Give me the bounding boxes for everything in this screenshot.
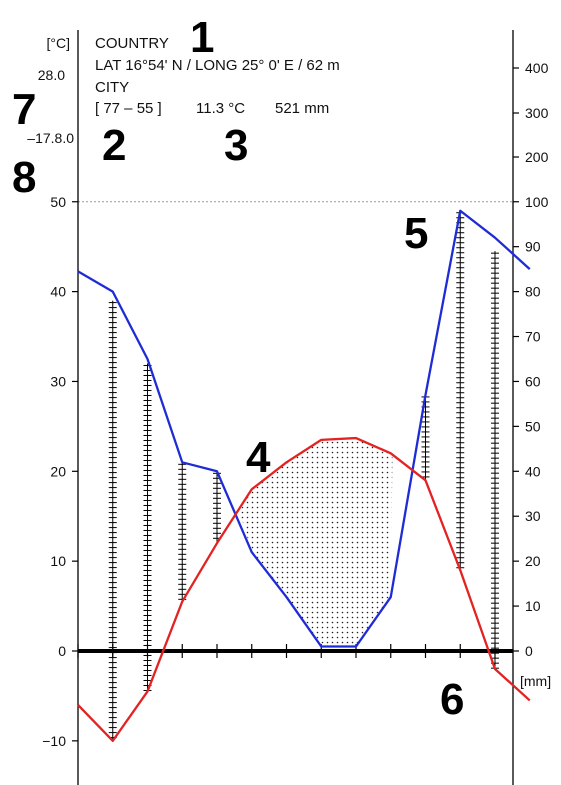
left-tick-label: 20 (50, 463, 66, 479)
years-label: [ 77 – 55 ] (95, 100, 162, 117)
left-tick-label: 0 (58, 643, 66, 659)
series-lines (77, 209, 531, 742)
right-tick-label: 80 (525, 284, 541, 300)
right-tick-label: 60 (525, 373, 541, 389)
humid-hatched-bars (108, 210, 499, 741)
callout-3: 3 (224, 121, 248, 170)
right-tick-label: 40 (525, 463, 541, 479)
callout-1: 1 (190, 13, 214, 62)
callout-6: 6 (440, 675, 464, 724)
right-tick-label: 200 (525, 149, 549, 165)
location-label: LAT 16°54' N / LONG 25° 0' E / 62 m (95, 57, 340, 74)
arid-area (239, 438, 393, 647)
hatched-bar (421, 394, 430, 481)
left-tick-label: 30 (50, 373, 66, 389)
hatched-bar (143, 363, 152, 692)
city-label: CITY (95, 79, 129, 96)
max-temp-label: 28.0 (38, 67, 65, 83)
right-tick-label: 300 (525, 105, 549, 121)
right-tick-label: 0 (525, 643, 533, 659)
left-tick-label: −10 (42, 733, 66, 749)
hatched-bar (108, 300, 117, 741)
left-tick-label: 10 (50, 553, 66, 569)
right-tick-label: 30 (525, 508, 541, 524)
right-tick-label: 70 (525, 329, 541, 345)
annual-precip-label: 521 mm (275, 100, 329, 117)
temperature-line (77, 436, 531, 742)
right-tick-label: 400 (525, 60, 549, 76)
right-tick-label: 10 (525, 598, 541, 614)
callout-8: 8 (12, 153, 36, 202)
hatched-bar (456, 210, 465, 571)
left-unit-label: [°C] (47, 35, 71, 51)
hatched-bar (178, 462, 187, 602)
precipitation-line (77, 209, 531, 648)
hatched-bar (491, 251, 499, 669)
tick-labels: 50403020100−1040030020010090807060504030… (42, 60, 548, 749)
mean-temp-label: 11.3 °C (196, 100, 245, 117)
left-tick-label: 50 (50, 194, 66, 210)
left-tick-label: 40 (50, 284, 66, 300)
axes (77, 30, 514, 785)
right-tick-label: 100 (525, 194, 549, 210)
callout-7: 7 (12, 85, 36, 134)
zero-axis (77, 644, 513, 658)
min-temp-label: –17.8.0 (27, 130, 74, 146)
right-unit-label: [mm] (520, 673, 551, 689)
right-tick-label: 90 (525, 239, 541, 255)
right-tick-label: 50 (525, 418, 541, 434)
callout-2: 2 (102, 121, 126, 170)
right-tick-label: 20 (525, 553, 541, 569)
country-label: COUNTRY (95, 35, 169, 52)
hatched-bar (213, 471, 221, 544)
callout-4: 4 (246, 433, 271, 482)
arid-dotted-area (239, 438, 393, 647)
callout-5: 5 (404, 209, 428, 258)
